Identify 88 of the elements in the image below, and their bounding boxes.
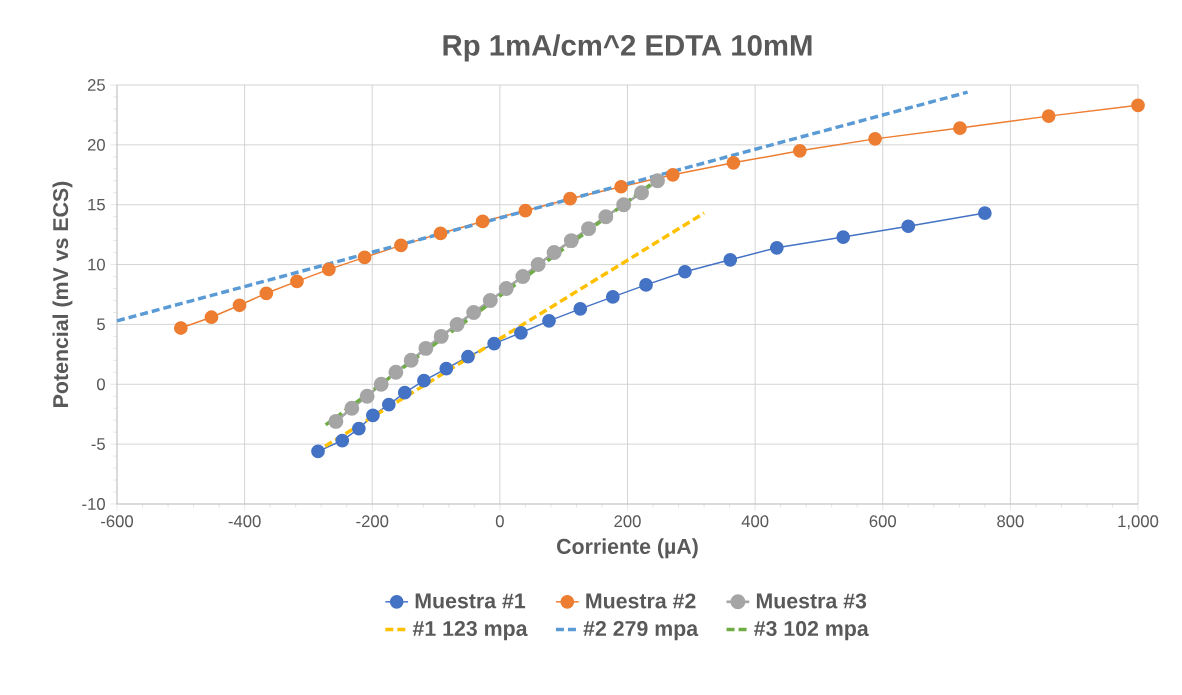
point xyxy=(634,185,650,201)
point xyxy=(1131,98,1145,113)
point xyxy=(498,281,514,296)
point xyxy=(769,240,784,255)
point xyxy=(598,209,614,225)
y-tick-label: 20 xyxy=(87,138,105,151)
point xyxy=(836,230,851,244)
point xyxy=(650,173,665,189)
point xyxy=(381,397,396,412)
point xyxy=(388,364,404,380)
point xyxy=(461,349,475,364)
y-tick-label: -5 xyxy=(91,438,105,450)
x-tick-label: 1,000 xyxy=(1118,515,1159,530)
point xyxy=(546,245,562,261)
x-tick-label: 600 xyxy=(869,515,896,528)
y-tick-label: 5 xyxy=(97,318,105,331)
point xyxy=(1041,109,1056,123)
legend-label: Muestra #1 xyxy=(415,593,526,609)
point xyxy=(605,290,620,304)
point xyxy=(482,293,498,308)
y-tick-label: 25 xyxy=(87,79,105,91)
point xyxy=(868,131,882,146)
point xyxy=(403,352,419,368)
point xyxy=(433,328,449,344)
point xyxy=(723,252,738,267)
legend-label: #3 102 mpa xyxy=(754,620,869,641)
y-axis-title: Potencial (mV vs ECS) xyxy=(52,181,73,407)
x-tick-label: 800 xyxy=(997,515,1024,528)
point xyxy=(475,214,490,229)
x-tick-label: -400 xyxy=(228,515,261,528)
point xyxy=(417,373,431,388)
point xyxy=(665,167,680,182)
legend-label: Muestra #2 xyxy=(586,593,696,609)
point xyxy=(792,143,807,158)
x-axis-title: Corriente (µA) xyxy=(557,538,698,559)
point xyxy=(466,304,482,320)
chart-title: Rp 1mA/cm^2 EDTA 10mM xyxy=(443,34,812,62)
legend-label: #1 123 mpa xyxy=(412,620,528,641)
point xyxy=(351,421,366,436)
point xyxy=(311,444,325,459)
legend-label: #2 279 mpa xyxy=(583,620,699,641)
point xyxy=(204,310,219,325)
point xyxy=(439,361,454,376)
point xyxy=(290,274,304,289)
point xyxy=(678,264,692,279)
point xyxy=(616,197,632,213)
point xyxy=(487,336,502,351)
y-tick-label: -10 xyxy=(82,498,105,510)
x-tick-label: 0 xyxy=(495,515,504,528)
point xyxy=(418,340,434,356)
point xyxy=(449,316,465,332)
point xyxy=(394,238,408,253)
point xyxy=(514,325,528,340)
point xyxy=(530,257,546,273)
x-tick-label: 400 xyxy=(741,515,769,528)
point xyxy=(518,203,533,218)
point xyxy=(366,408,380,423)
point xyxy=(573,301,588,316)
point xyxy=(726,155,741,170)
point xyxy=(344,400,360,416)
point xyxy=(259,286,274,301)
point xyxy=(173,321,188,335)
legend-label: Muestra #3 xyxy=(756,593,867,609)
point xyxy=(542,313,556,328)
point xyxy=(563,233,579,249)
point xyxy=(901,219,916,234)
point xyxy=(232,298,247,313)
point xyxy=(614,179,628,194)
point xyxy=(357,250,372,265)
y-tick-label: 10 xyxy=(88,258,105,271)
point xyxy=(328,413,344,429)
point xyxy=(563,191,577,206)
point xyxy=(581,221,597,237)
point xyxy=(953,121,967,135)
x-tick-label: 200 xyxy=(614,515,641,528)
point xyxy=(515,269,531,285)
x-tick-label: -600 xyxy=(101,515,134,528)
point xyxy=(977,206,992,220)
point xyxy=(433,226,448,241)
point xyxy=(335,433,350,448)
x-tick-label: -200 xyxy=(356,515,389,528)
point xyxy=(373,376,389,392)
point xyxy=(359,388,375,404)
point xyxy=(639,278,653,292)
point xyxy=(321,262,336,277)
y-tick-label: 15 xyxy=(88,198,105,211)
point xyxy=(397,385,412,400)
y-tick-label: 0 xyxy=(97,378,105,391)
